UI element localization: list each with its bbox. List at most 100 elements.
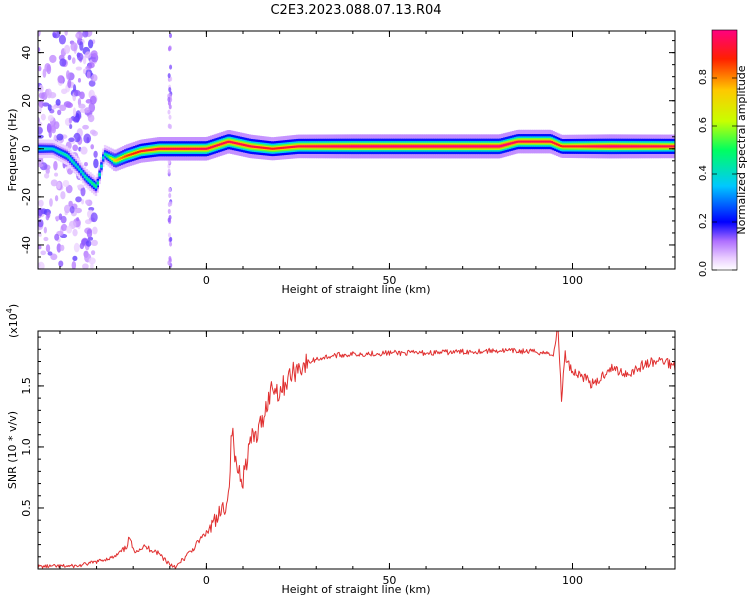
spectrogram-cell	[347, 145, 350, 148]
spectrogram-cell	[279, 146, 283, 150]
spectrogram-speckle	[71, 57, 76, 64]
spectrogram-cell	[166, 147, 169, 150]
spectrogram-cell	[543, 140, 546, 143]
spectrogram-speckle	[56, 133, 64, 141]
spectrogram-cell	[144, 149, 147, 152]
spectrogram-speckle	[38, 163, 44, 168]
svg-text:(x104): (x104)	[5, 304, 20, 338]
spectrogram-xtick-label: 50	[382, 274, 396, 287]
spectrogram-cell	[160, 147, 164, 150]
spectrogram-cell	[420, 145, 423, 148]
spectrogram-cell	[283, 146, 286, 149]
snr-ytick-label: 0.5	[20, 499, 33, 517]
spectrogram-cell	[230, 141, 233, 144]
spectrogram-speckle	[50, 125, 57, 134]
spectrogram-cell	[488, 145, 491, 148]
spectrogram-cell	[224, 141, 228, 144]
spectrogram-cell	[200, 147, 204, 150]
spectrogram-cell	[374, 145, 378, 148]
spectrogram-cell	[80, 170, 83, 173]
spectrogram-speckle	[60, 215, 67, 224]
spectrogram-cell	[226, 140, 229, 143]
colorbar-label: Normalized spectral amplitude	[735, 65, 748, 234]
spectrogram-cell	[92, 183, 96, 186]
snr-scale-prefix: (x10	[7, 313, 20, 338]
spectrogram-cell	[285, 146, 288, 149]
spectrogram-speckle	[83, 68, 87, 75]
spectrogram-cell	[345, 145, 348, 148]
spectrogram-cell	[167, 147, 171, 150]
figure-title: C2E3.2023.088.07.13.R04	[270, 3, 441, 18]
colorbar: 0.0 0.2 0.4 0.6 0.8 Normalized spectral ampl…	[698, 29, 748, 277]
spectrogram-cell	[153, 148, 156, 151]
spectrogram-cell	[664, 145, 667, 148]
spectrogram-cell	[482, 145, 486, 148]
spectrogram-speckle	[43, 236, 49, 242]
spectrogram-cell	[215, 144, 218, 147]
spectrogram-cell	[590, 145, 594, 148]
spectrogram-cell	[442, 145, 445, 148]
spectrogram-cell	[177, 147, 180, 150]
spectrogram-cell	[319, 145, 323, 148]
spectrogram-speckle	[38, 245, 42, 250]
spectrogram-cell	[504, 143, 508, 146]
colorbar-ticks: 0.0 0.2 0.4 0.6 0.8	[698, 69, 737, 277]
spectrogram-cell	[351, 145, 354, 148]
spectrogram-cell	[557, 144, 561, 147]
spectrogram-cell	[107, 155, 110, 158]
spectrogram-cell	[446, 145, 449, 148]
spectrogram-speckle	[38, 121, 43, 127]
spectrogram-cell	[186, 147, 189, 150]
spectrogram-cell	[47, 147, 50, 150]
spectrogram-cell	[340, 145, 343, 148]
spectrogram-cell	[308, 145, 312, 148]
spectrogram-speckle	[84, 199, 90, 205]
spectrogram-cell	[404, 145, 407, 148]
spectrogram-cell	[502, 144, 506, 147]
spectrogram-speckle	[84, 51, 92, 59]
spectrogram-cell	[642, 145, 645, 148]
spectrogram-cell	[74, 164, 78, 166]
spectrogram-cell	[164, 147, 167, 150]
spectrogram-speckle	[72, 107, 77, 117]
spectrogram-speckle	[169, 76, 173, 82]
spectrogram-cell	[120, 157, 123, 160]
spectrogram-cell	[135, 151, 138, 154]
spectrogram-ytick-label: 0	[20, 145, 33, 152]
spectrogram-speckle	[168, 87, 172, 93]
spectrogram-cell	[288, 146, 292, 149]
spectrogram-cell	[127, 154, 131, 157]
spectrogram-cell	[50, 147, 54, 150]
spectrogram-cell	[528, 140, 531, 143]
spectrogram-cell	[122, 156, 125, 159]
spectrogram-speckle	[72, 255, 78, 261]
spectrogram-speckle	[38, 65, 42, 72]
spectrogram-cell	[588, 145, 592, 148]
spectrogram-cell	[625, 145, 629, 148]
spectrogram-cell	[526, 140, 530, 143]
spectrogram-speckle	[65, 184, 73, 194]
spectrogram-cell	[270, 147, 273, 150]
spectrogram-speckle	[85, 240, 92, 247]
spectrogram-speckle	[79, 242, 85, 250]
spectrogram-cell	[612, 145, 616, 148]
spectrogram-cell	[473, 145, 477, 148]
spectrogram-speckle	[167, 201, 171, 207]
spectrogram-cell	[621, 145, 625, 148]
spectrogram-speckle	[90, 263, 94, 269]
spectrogram-cell	[521, 140, 524, 143]
spectrogram-speckle	[86, 71, 91, 79]
spectrogram-cell	[594, 145, 597, 148]
spectrogram-cell	[59, 152, 63, 154]
spectrogram-cell	[136, 151, 140, 154]
spectrogram-cell	[151, 148, 154, 151]
spectrogram-cell	[559, 144, 563, 148]
spectrogram-cell	[255, 146, 259, 149]
spectrogram-cell	[274, 147, 277, 150]
spectrogram-cell	[330, 145, 334, 148]
spectrogram-speckle	[53, 160, 58, 171]
spectrogram-cell	[111, 158, 114, 160]
spectrogram-speckle	[90, 144, 95, 150]
spectrogram-speckle	[60, 191, 66, 200]
spectrogram-speckle	[42, 68, 47, 78]
